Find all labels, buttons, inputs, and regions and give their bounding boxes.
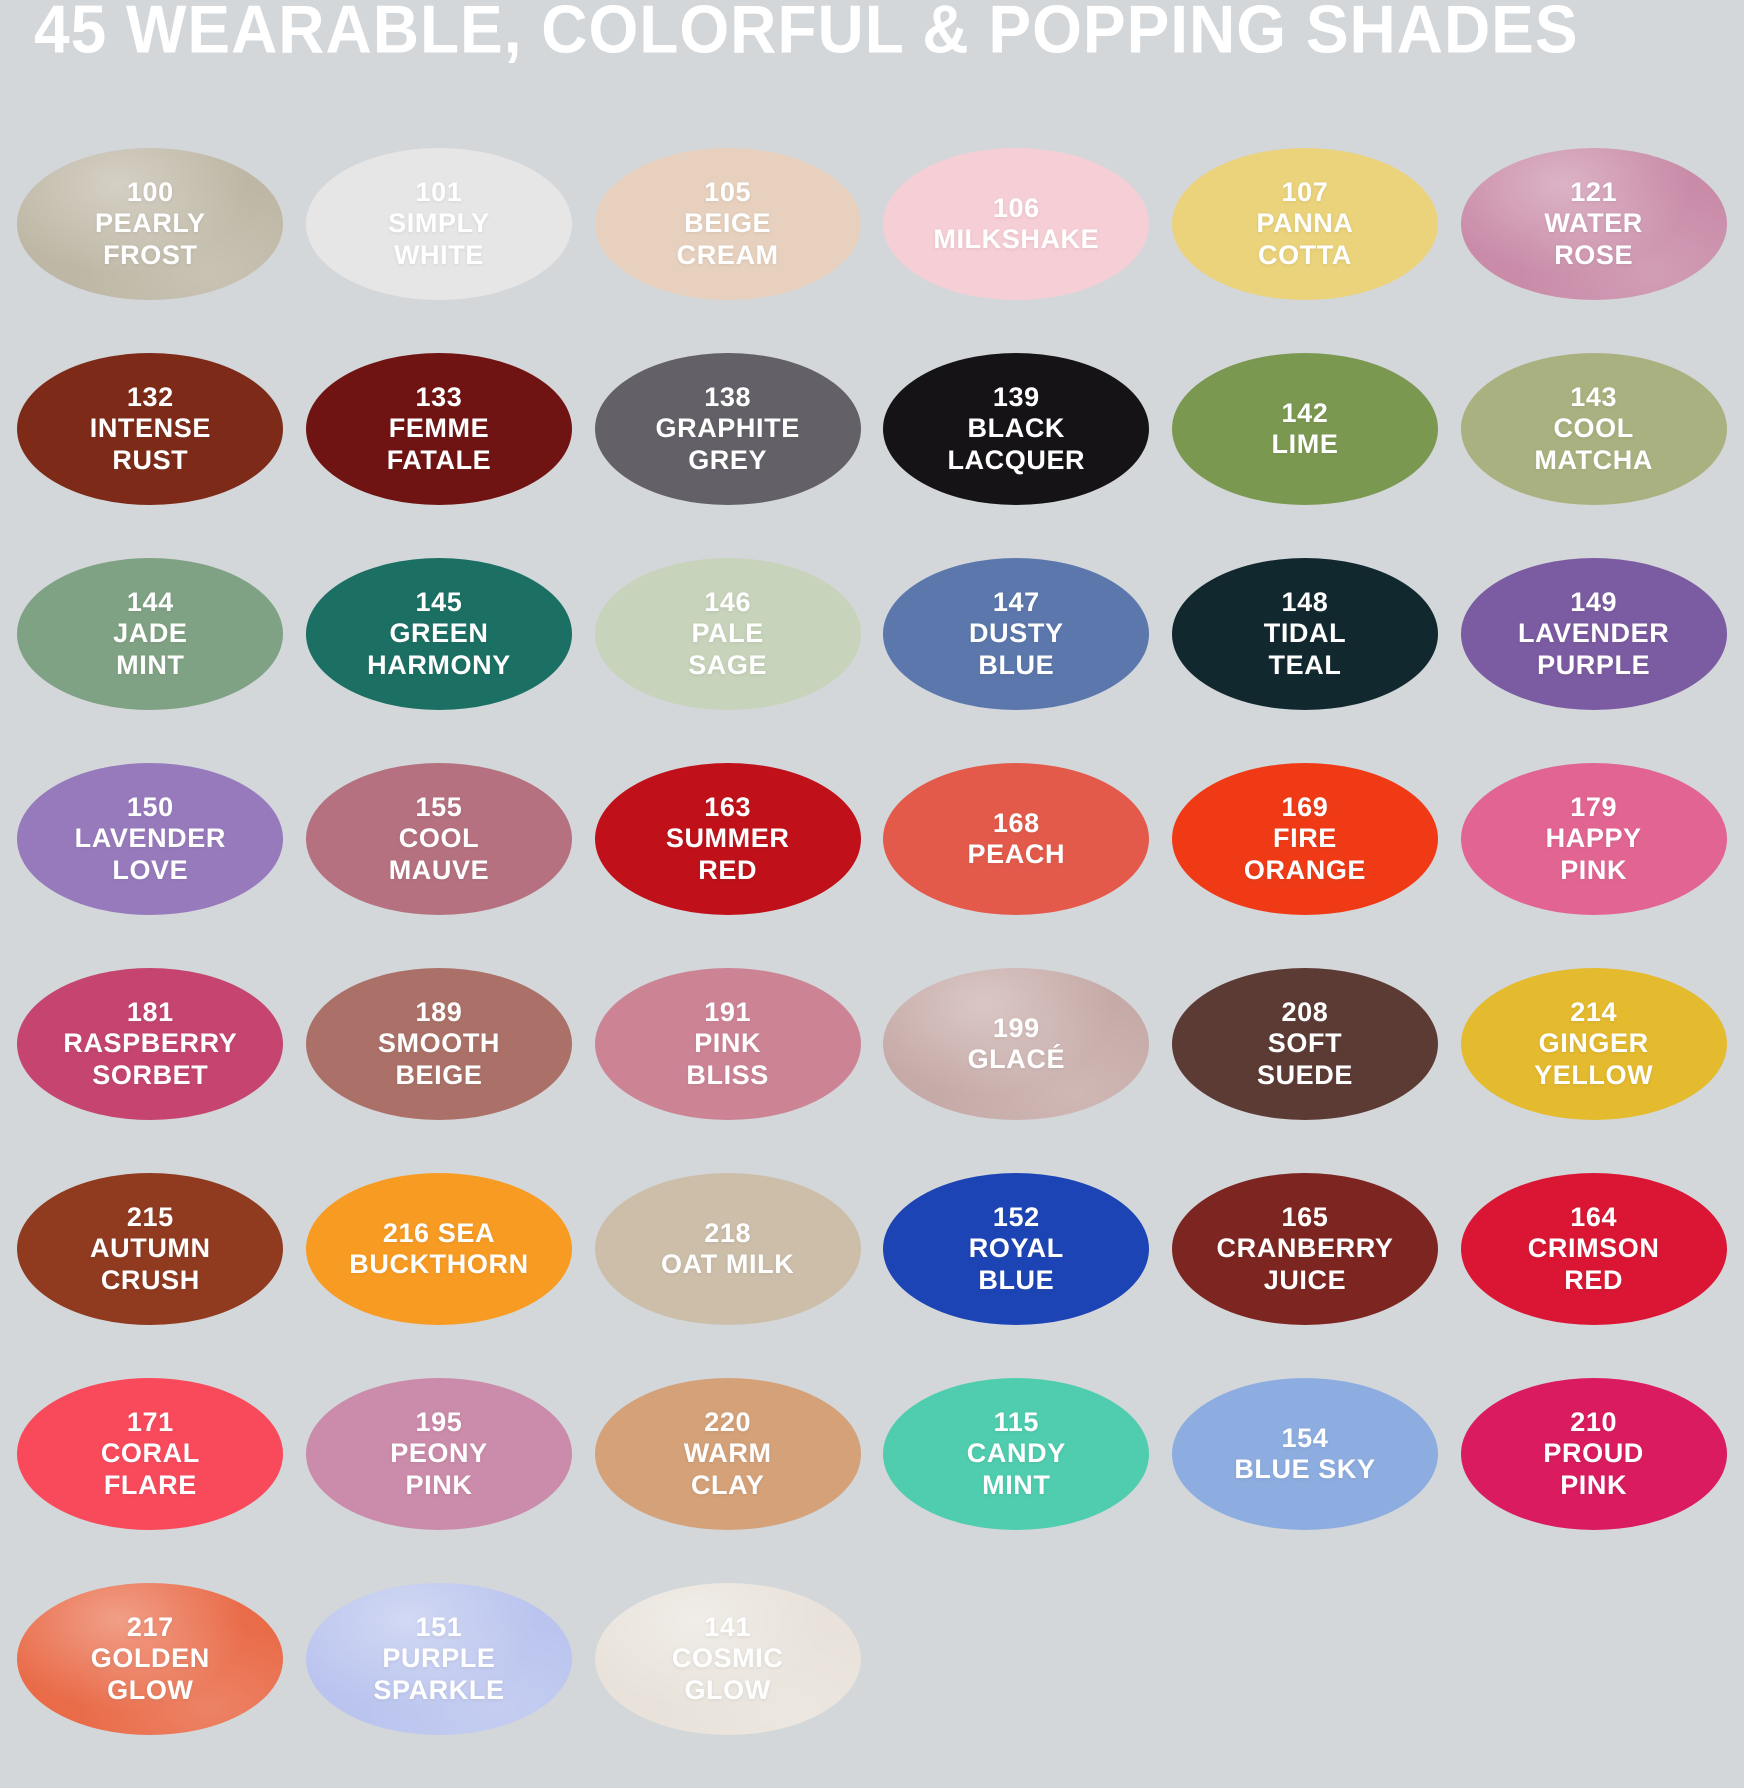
swatch-143-cool-matcha: 143 COOL MATCHA	[1460, 353, 1727, 505]
swatch-141-cosmic-glow: 141 COSMIC GLOW	[594, 1583, 861, 1735]
swatch-210-proud-pink: 210 PROUD PINK	[1460, 1378, 1727, 1530]
swatch-105-beige-cream: 105 BEIGE CREAM	[594, 148, 861, 300]
swatch-139-black-lacquer: 139 BLACK LACQUER	[883, 353, 1150, 505]
swatch-label: 150 LAVENDER LOVE	[74, 792, 226, 885]
swatch-171-coral-flare: 171 CORAL FLARE	[17, 1378, 284, 1530]
swatch-label: 132 INTENSE RUST	[89, 382, 211, 475]
swatch-149-lavender-purple: 149 LAVENDER PURPLE	[1460, 558, 1727, 710]
swatch-115-candy-mint: 115 CANDY MINT	[883, 1378, 1150, 1530]
swatch-165-cranberry-juice: 165 CRANBERRY JUICE	[1171, 1173, 1438, 1325]
swatch-label: 148 TIDAL TEAL	[1263, 587, 1347, 680]
swatch-107-panna-cotta: 107 PANNA COTTA	[1171, 148, 1438, 300]
swatch-label: 210 PROUD PINK	[1543, 1407, 1644, 1500]
swatch-label: 152 ROYAL BLUE	[968, 1202, 1064, 1295]
swatch-label: 138 GRAPHITE GREY	[655, 382, 800, 475]
swatch-label: 199 GLACÉ	[967, 1012, 1066, 1074]
swatch-138-graphite-grey: 138 GRAPHITE GREY	[594, 353, 861, 505]
swatch-220-warm-clay: 220 WARM CLAY	[594, 1378, 861, 1530]
swatch-label: 147 DUSTY BLUE	[969, 587, 1064, 680]
swatch-label: 141 COSMIC GLOW	[671, 1612, 784, 1705]
swatch-label: 146 PALE SAGE	[688, 587, 768, 680]
swatch-label: 208 SOFT SUEDE	[1256, 997, 1353, 1090]
swatch-label: 195 PEONY PINK	[390, 1407, 488, 1500]
swatch-label: 154 BLUE SKY	[1234, 1422, 1376, 1484]
swatch-label: 106 MILKSHAKE	[933, 192, 1100, 254]
swatch-label: 133 FEMME FATALE	[386, 382, 492, 475]
swatch-label: 163 SUMMER RED	[665, 792, 790, 885]
swatch-208-soft-suede: 208 SOFT SUEDE	[1171, 968, 1438, 1120]
swatch-189-smooth-beige: 189 SMOOTH BEIGE	[305, 968, 572, 1120]
swatch-label: 220 WARM CLAY	[683, 1407, 772, 1500]
swatch-label: 155 COOL MAUVE	[388, 792, 490, 885]
swatch-150-lavender-love: 150 LAVENDER LOVE	[17, 763, 284, 915]
swatch-label: 217 GOLDEN GLOW	[90, 1612, 210, 1705]
swatch-215-autumn-crush: 215 AUTUMN CRUSH	[17, 1173, 284, 1325]
swatch-144-jade-mint: 144 JADE MINT	[17, 558, 284, 710]
swatch-label: 216 SEA BUCKTHORN	[349, 1217, 529, 1279]
swatch-label: 121 WATER ROSE	[1544, 177, 1643, 270]
swatch-195-peony-pink: 195 PEONY PINK	[305, 1378, 572, 1530]
swatch-152-royal-blue: 152 ROYAL BLUE	[883, 1173, 1150, 1325]
swatch-label: 142 LIME	[1271, 397, 1339, 459]
swatch-label: 149 LAVENDER PURPLE	[1518, 587, 1670, 680]
swatch-147-dusty-blue: 147 DUSTY BLUE	[883, 558, 1150, 710]
swatch-label: 215 AUTUMN CRUSH	[90, 1202, 211, 1295]
swatch-148-tidal-teal: 148 TIDAL TEAL	[1171, 558, 1438, 710]
swatch-121-water-rose: 121 WATER ROSE	[1460, 148, 1727, 300]
swatch-label: 115 CANDY MINT	[966, 1407, 1066, 1500]
swatch-154-blue-sky: 154 BLUE SKY	[1171, 1378, 1438, 1530]
swatch-181-raspberry-sorbet: 181 RASPBERRY SORBET	[17, 968, 284, 1120]
swatch-label: 171 CORAL FLARE	[100, 1407, 200, 1500]
swatch-label: 101 SIMPLY WHITE	[388, 177, 490, 270]
swatch-151-purple-sparkle: 151 PURPLE SPARKLE	[305, 1583, 572, 1735]
swatch-label: 165 CRANBERRY JUICE	[1216, 1202, 1394, 1295]
swatch-label: 218 OAT MILK	[661, 1217, 795, 1279]
swatch-label: 139 BLACK LACQUER	[947, 382, 1086, 475]
swatch-217-golden-glow: 217 GOLDEN GLOW	[17, 1583, 284, 1735]
swatch-label: 189 SMOOTH BEIGE	[377, 997, 501, 1090]
swatch-132-intense-rust: 132 INTENSE RUST	[17, 353, 284, 505]
swatch-191-pink-bliss: 191 PINK BLISS	[594, 968, 861, 1120]
swatch-grid: 100 PEARLY FROST 101 SIMPLY WHITE 105 BEIGE CREA…	[6, 148, 1738, 1788]
swatch-164-crimson-red: 164 CRIMSON RED	[1460, 1173, 1727, 1325]
swatch-label: 145 GREEN HARMONY	[367, 587, 511, 680]
swatch-101-simply-white: 101 SIMPLY WHITE	[305, 148, 572, 300]
swatch-179-happy-pink: 179 HAPPY PINK	[1460, 763, 1727, 915]
swatch-146-pale-sage: 146 PALE SAGE	[594, 558, 861, 710]
swatch-label: 191 PINK BLISS	[686, 997, 769, 1090]
swatch-label: 105 BEIGE CREAM	[676, 177, 779, 270]
swatch-label: 143 COOL MATCHA	[1534, 382, 1653, 475]
swatch-142-lime: 142 LIME	[1171, 353, 1438, 505]
swatch-label: 181 RASPBERRY SORBET	[63, 997, 238, 1090]
swatch-214-ginger-yellow: 214 GINGER YELLOW	[1460, 968, 1727, 1120]
swatch-169-fire-orange: 169 FIRE ORANGE	[1171, 763, 1438, 915]
swatch-label: 214 GINGER YELLOW	[1534, 997, 1654, 1090]
swatch-133-femme-fatale: 133 FEMME FATALE	[305, 353, 572, 505]
swatch-label: 169 FIRE ORANGE	[1243, 792, 1367, 885]
swatch-106-milkshake: 106 MILKSHAKE	[883, 148, 1150, 300]
swatch-216-sea-buckthorn: 216 SEA BUCKTHORN	[305, 1173, 572, 1325]
swatch-145-green-harmony: 145 GREEN HARMONY	[305, 558, 572, 710]
swatch-label: 164 CRIMSON RED	[1527, 1202, 1660, 1295]
swatch-163-summer-red: 163 SUMMER RED	[594, 763, 861, 915]
swatch-155-cool-mauve: 155 COOL MAUVE	[305, 763, 572, 915]
swatch-100-pearly-frost: 100 PEARLY FROST	[17, 148, 284, 300]
swatch-label: 144 JADE MINT	[113, 587, 188, 680]
swatch-168-peach: 168 PEACH	[883, 763, 1150, 915]
swatch-label: 107 PANNA COTTA	[1256, 177, 1354, 270]
page-title: 45 WEARABLE, COLORFUL & POPPING SHADES	[34, 0, 1579, 68]
swatch-label: 100 PEARLY FROST	[95, 177, 206, 270]
swatch-label: 179 HAPPY PINK	[1545, 792, 1642, 885]
swatch-label: 168 PEACH	[967, 807, 1066, 869]
swatch-label: 151 PURPLE SPARKLE	[373, 1612, 505, 1705]
swatch-218-oat-milk: 218 OAT MILK	[594, 1173, 861, 1325]
swatch-199-glac-: 199 GLACÉ	[883, 968, 1150, 1120]
